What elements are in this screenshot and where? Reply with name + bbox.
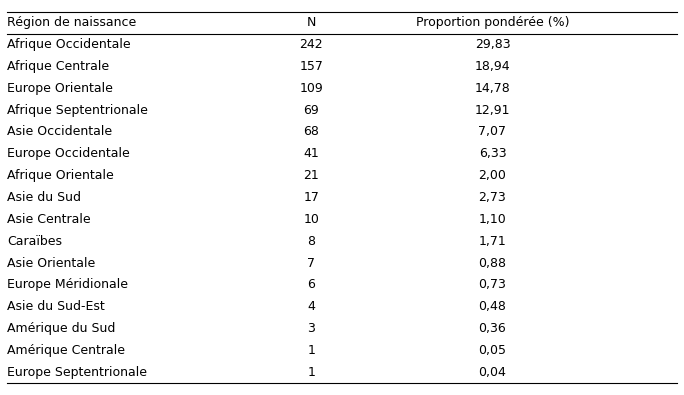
Text: 1,71: 1,71 [479, 235, 506, 248]
Text: 10: 10 [303, 213, 319, 226]
Text: Asie Orientale: Asie Orientale [7, 256, 95, 269]
Text: 21: 21 [303, 169, 319, 182]
Text: 1,10: 1,10 [479, 213, 506, 226]
Text: 18,94: 18,94 [475, 60, 510, 73]
Text: 14,78: 14,78 [475, 82, 510, 95]
Text: 68: 68 [303, 126, 319, 139]
Text: 0,36: 0,36 [479, 322, 506, 335]
Text: 157: 157 [300, 60, 323, 73]
Text: Afrique Centrale: Afrique Centrale [7, 60, 109, 73]
Text: 41: 41 [303, 147, 319, 160]
Text: 0,73: 0,73 [479, 278, 506, 292]
Text: 17: 17 [303, 191, 319, 204]
Text: 0,88: 0,88 [479, 256, 506, 269]
Text: Europe Orientale: Europe Orientale [7, 82, 113, 95]
Text: 7,07: 7,07 [479, 126, 506, 139]
Text: 6: 6 [307, 278, 315, 292]
Text: Afrique Occidentale: Afrique Occidentale [7, 38, 131, 51]
Text: Région de naissance: Région de naissance [7, 16, 136, 29]
Text: Asie Centrale: Asie Centrale [7, 213, 90, 226]
Text: Amérique du Sud: Amérique du Sud [7, 322, 115, 335]
Text: Caraïbes: Caraïbes [7, 235, 62, 248]
Text: Amérique Centrale: Amérique Centrale [7, 344, 125, 357]
Text: 0,05: 0,05 [479, 344, 506, 357]
Text: N: N [306, 16, 316, 29]
Text: 2,00: 2,00 [479, 169, 506, 182]
Text: 69: 69 [303, 103, 319, 117]
Text: 12,91: 12,91 [475, 103, 510, 117]
Text: 3: 3 [307, 322, 315, 335]
Text: 7: 7 [307, 256, 315, 269]
Text: Afrique Septentrionale: Afrique Septentrionale [7, 103, 148, 117]
Text: Europe Méridionale: Europe Méridionale [7, 278, 128, 292]
Text: 1: 1 [307, 366, 315, 379]
Text: 29,83: 29,83 [475, 38, 510, 51]
Text: Europe Septentrionale: Europe Septentrionale [7, 366, 147, 379]
Text: 1: 1 [307, 344, 315, 357]
Text: 0,48: 0,48 [479, 300, 506, 313]
Text: 242: 242 [300, 38, 323, 51]
Text: Asie Occidentale: Asie Occidentale [7, 126, 112, 139]
Text: 6,33: 6,33 [479, 147, 506, 160]
Text: Europe Occidentale: Europe Occidentale [7, 147, 129, 160]
Text: 4: 4 [307, 300, 315, 313]
Text: Proportion pondérée (%): Proportion pondérée (%) [416, 16, 569, 29]
Text: 0,04: 0,04 [479, 366, 506, 379]
Text: Asie du Sud: Asie du Sud [7, 191, 81, 204]
Text: Asie du Sud-Est: Asie du Sud-Est [7, 300, 105, 313]
Text: Afrique Orientale: Afrique Orientale [7, 169, 114, 182]
Text: 109: 109 [300, 82, 323, 95]
Text: 2,73: 2,73 [479, 191, 506, 204]
Text: 8: 8 [307, 235, 315, 248]
